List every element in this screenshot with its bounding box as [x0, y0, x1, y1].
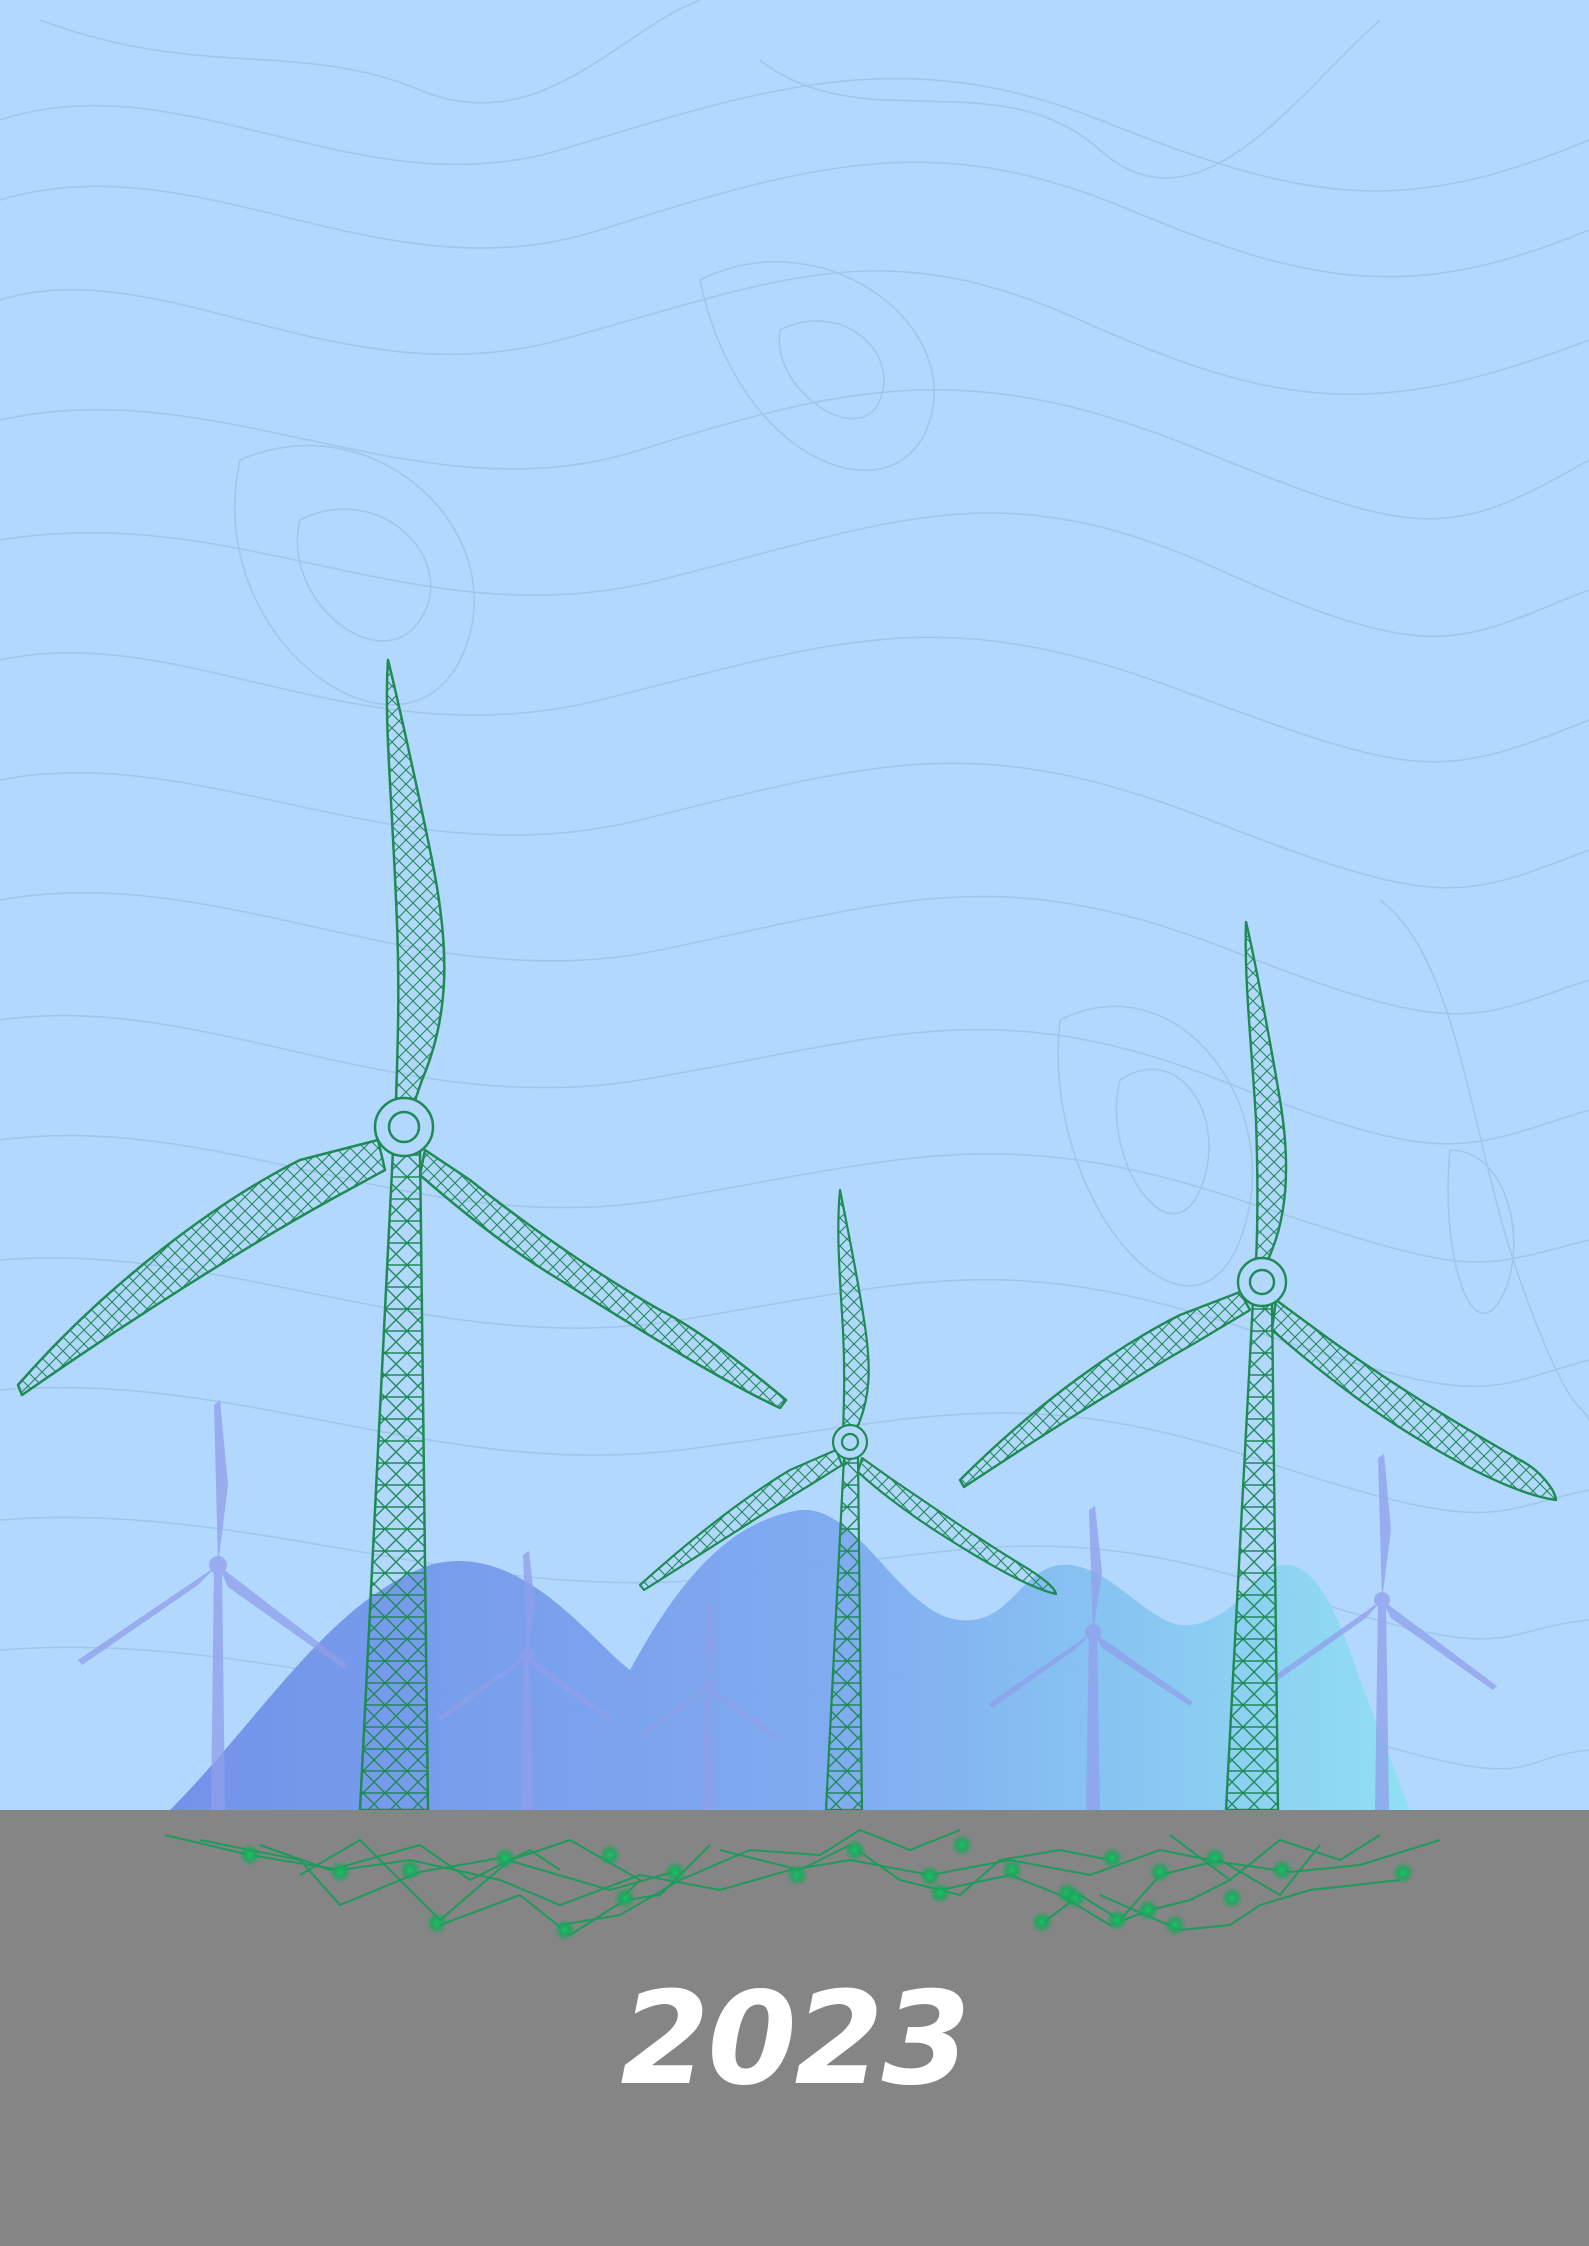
network-nodes-icon [164, 1828, 1441, 1941]
wind-turbine-icon [638, 1188, 1058, 1812]
sky-background [0, 0, 1589, 1810]
wind-turbine-icon [958, 920, 1558, 1812]
wind-turbine-icon [16, 658, 788, 1812]
topographic-contour-lines [0, 0, 1589, 1770]
wind-turbine-silhouette-icon [78, 1400, 1497, 1810]
cover-year: 2023 [620, 1965, 970, 2114]
